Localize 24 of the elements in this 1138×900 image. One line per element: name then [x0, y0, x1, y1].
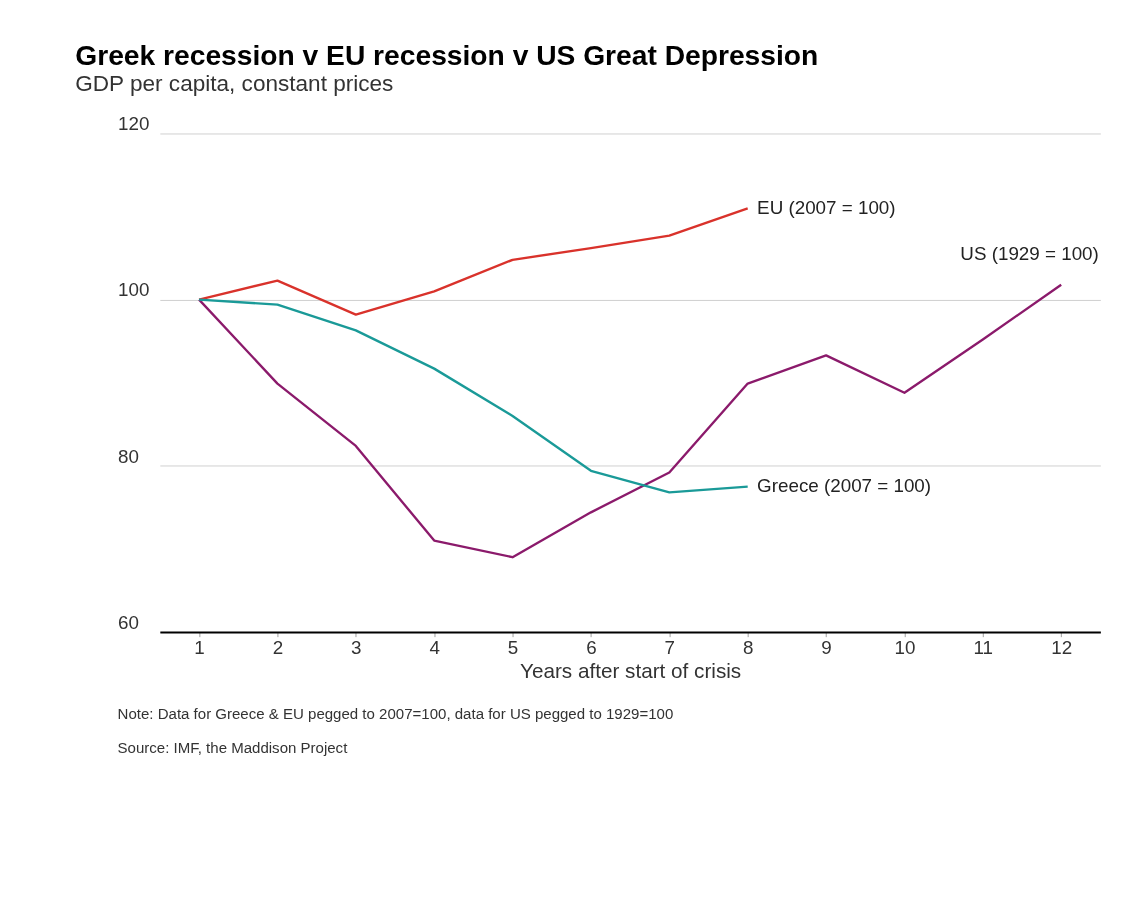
- x-tick-label: 8: [742, 637, 754, 659]
- text: Note: Data for Greece & EU pegged to 2007=100, data for US pegged to 1929=100: [117, 705, 674, 723]
- x-tick-label: 5: [507, 637, 519, 659]
- x-tick-label: 6: [586, 637, 597, 659]
- x-tick-label: 4: [429, 637, 440, 659]
- series-label: EU (2007 = 100): [757, 196, 896, 218]
- y-tick-label: 100: [118, 279, 150, 301]
- source-note: Source: IMF, the Maddison Project: [117, 739, 349, 757]
- x-tick-label: 2: [272, 637, 284, 659]
- x-axis-title: Years after start of crisis: [520, 658, 742, 682]
- x-tick-label: 12: [1051, 637, 1073, 659]
- x-tick-label: 1: [194, 637, 205, 659]
- x-tick-label: 10: [894, 637, 916, 659]
- y-tick-label: 60: [118, 611, 139, 633]
- x-tick-label: 11: [973, 637, 994, 659]
- x-tick-label: 9: [821, 637, 832, 659]
- chart-title: Greek recession v EU recession v US Great Depression: [75, 38, 819, 71]
- x-tick-label: 7: [664, 637, 676, 659]
- y-tick-label: 120: [118, 113, 150, 135]
- text: US (1929 = 100): [960, 243, 1099, 265]
- y-tick-label: 80: [118, 445, 139, 467]
- x-tick-label: 3: [351, 637, 362, 659]
- series-label: Greece (2007 = 100): [757, 475, 932, 497]
- chart-subtitle: GDP per capita, constant prices: [75, 71, 394, 97]
